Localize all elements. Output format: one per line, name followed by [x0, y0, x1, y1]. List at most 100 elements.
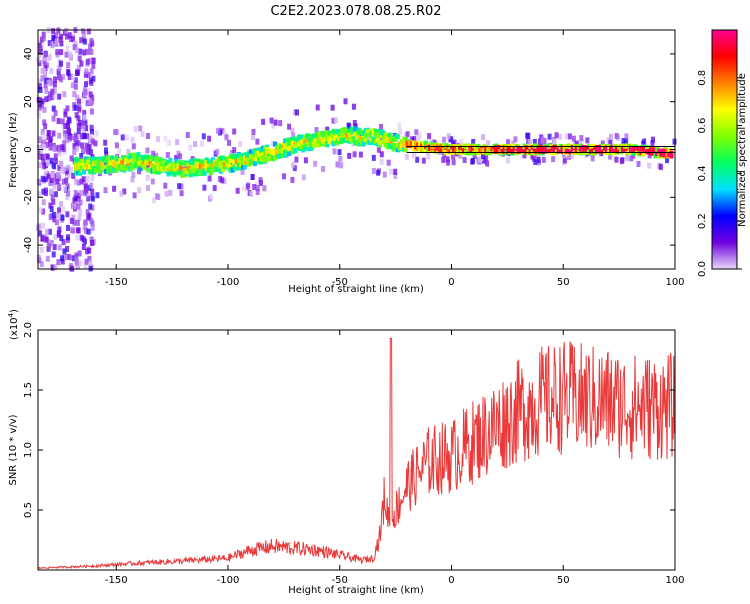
- heatmap-cell: [42, 106, 47, 113]
- heatmap-cell: [446, 144, 451, 150]
- colorbar-gradient: [712, 30, 737, 269]
- heatmap-cell: [235, 187, 240, 194]
- heatmap-cell: [414, 129, 419, 136]
- heatmap-cell: [403, 147, 408, 153]
- heatmap-cell: [89, 38, 94, 45]
- heatmap-cell: [90, 128, 94, 135]
- heatmap-cell: [66, 224, 70, 231]
- heatmap-cell: [42, 59, 47, 66]
- snr-plot-area: [38, 330, 675, 570]
- heatmap-cell: [168, 170, 173, 176]
- heatmap-cell: [65, 33, 69, 40]
- heatmap-cell: [36, 109, 41, 116]
- heatmap-cell: [78, 48, 83, 55]
- heatmap-cell: [69, 73, 74, 80]
- heatmap-cell: [351, 140, 356, 147]
- heatmap-cell: [416, 134, 421, 141]
- heatmap-cell: [80, 142, 85, 149]
- heatmap-cell: [84, 68, 89, 75]
- heatmap-cell: [42, 68, 47, 75]
- x-tick-label: 0: [448, 277, 454, 288]
- heatmap-cell: [377, 133, 382, 139]
- heatmap-cell: [251, 154, 255, 160]
- heatmap-cell: [259, 159, 264, 165]
- heatmap-cell: [376, 146, 381, 153]
- heatmap-cell: [43, 170, 48, 177]
- heatmap-cell: [608, 139, 613, 146]
- heatmap-cell: [85, 48, 90, 55]
- heatmap-cell: [73, 104, 78, 111]
- x-tick-label: -50: [332, 575, 348, 586]
- heatmap-cell: [53, 264, 58, 271]
- heatmap-cell: [72, 91, 77, 98]
- heatmap-cell: [458, 152, 463, 159]
- heatmap-cell: [158, 157, 163, 163]
- heatmap-cell: [71, 74, 76, 81]
- heatmap-cell: [168, 165, 173, 171]
- heatmap-cell: [451, 159, 456, 166]
- heatmap-cell: [62, 140, 67, 147]
- heatmap-cell: [442, 136, 447, 143]
- heatmap-cell: [90, 204, 95, 211]
- heatmap-cell: [307, 146, 312, 152]
- heatmap-cell: [174, 155, 179, 161]
- heatmap-cell: [84, 258, 89, 265]
- heatmap-cell: [625, 154, 630, 161]
- spectrogram-cells: [36, 27, 677, 272]
- heatmap-cell: [314, 127, 319, 134]
- heatmap-cell: [307, 142, 312, 148]
- heatmap-cell: [66, 62, 71, 69]
- heatmap-cell: [204, 160, 209, 166]
- snr-scale-exponent: 4: [7, 312, 15, 317]
- heatmap-cell: [541, 156, 546, 163]
- heatmap-cell: [558, 133, 563, 140]
- heatmap-cell: [37, 83, 42, 90]
- heatmap-cell: [415, 156, 420, 163]
- heatmap-cell: [87, 247, 92, 254]
- heatmap-cell: [90, 175, 95, 182]
- heatmap-cell: [80, 28, 85, 34]
- heatmap-cell: [124, 134, 129, 141]
- heatmap-cell: [337, 149, 342, 156]
- heatmap-cell: [48, 79, 53, 86]
- heatmap-cell: [273, 119, 278, 126]
- heatmap-cell: [665, 157, 669, 164]
- heatmap-cell: [61, 178, 66, 185]
- heatmap-cell: [88, 260, 93, 267]
- heatmap-cell: [85, 90, 90, 97]
- heatmap-cell: [52, 216, 57, 223]
- heatmap-cell: [261, 118, 266, 125]
- heatmap-cell: [132, 192, 137, 199]
- snr-y-scale-factor: (x104): [7, 309, 20, 340]
- heatmap-cell: [49, 206, 54, 213]
- heatmap-cell: [72, 44, 77, 51]
- x-tick-label: 100: [665, 277, 684, 288]
- heatmap-cell: [641, 151, 646, 157]
- heatmap-cell: [242, 185, 246, 192]
- heatmap-cell: [128, 154, 133, 160]
- heatmap-cell: [358, 151, 363, 158]
- heatmap-cell: [41, 159, 46, 166]
- heatmap-cell: [410, 136, 415, 143]
- heatmap-cell: [278, 120, 283, 127]
- heatmap-cell: [379, 158, 384, 165]
- heatmap-cell: [377, 140, 382, 146]
- heatmap-cell: [38, 153, 43, 160]
- heatmap-cell: [47, 40, 52, 47]
- x-tick-label: -50: [332, 277, 348, 288]
- heatmap-cell: [46, 130, 51, 137]
- heatmap-cell: [36, 178, 41, 185]
- heatmap-cell: [66, 190, 71, 197]
- heatmap-cell: [132, 152, 137, 158]
- heatmap-cell: [100, 160, 105, 166]
- heatmap-cell: [46, 245, 51, 252]
- heatmap-cell: [51, 264, 56, 271]
- heatmap-cell: [207, 135, 212, 142]
- heatmap-cell: [69, 155, 74, 162]
- heatmap-cell: [76, 195, 81, 202]
- heatmap-cell: [73, 77, 78, 84]
- heatmap-cell: [574, 140, 579, 147]
- heatmap-cell: [79, 153, 84, 159]
- heatmap-cell: [375, 129, 380, 135]
- heatmap-cell: [347, 152, 352, 159]
